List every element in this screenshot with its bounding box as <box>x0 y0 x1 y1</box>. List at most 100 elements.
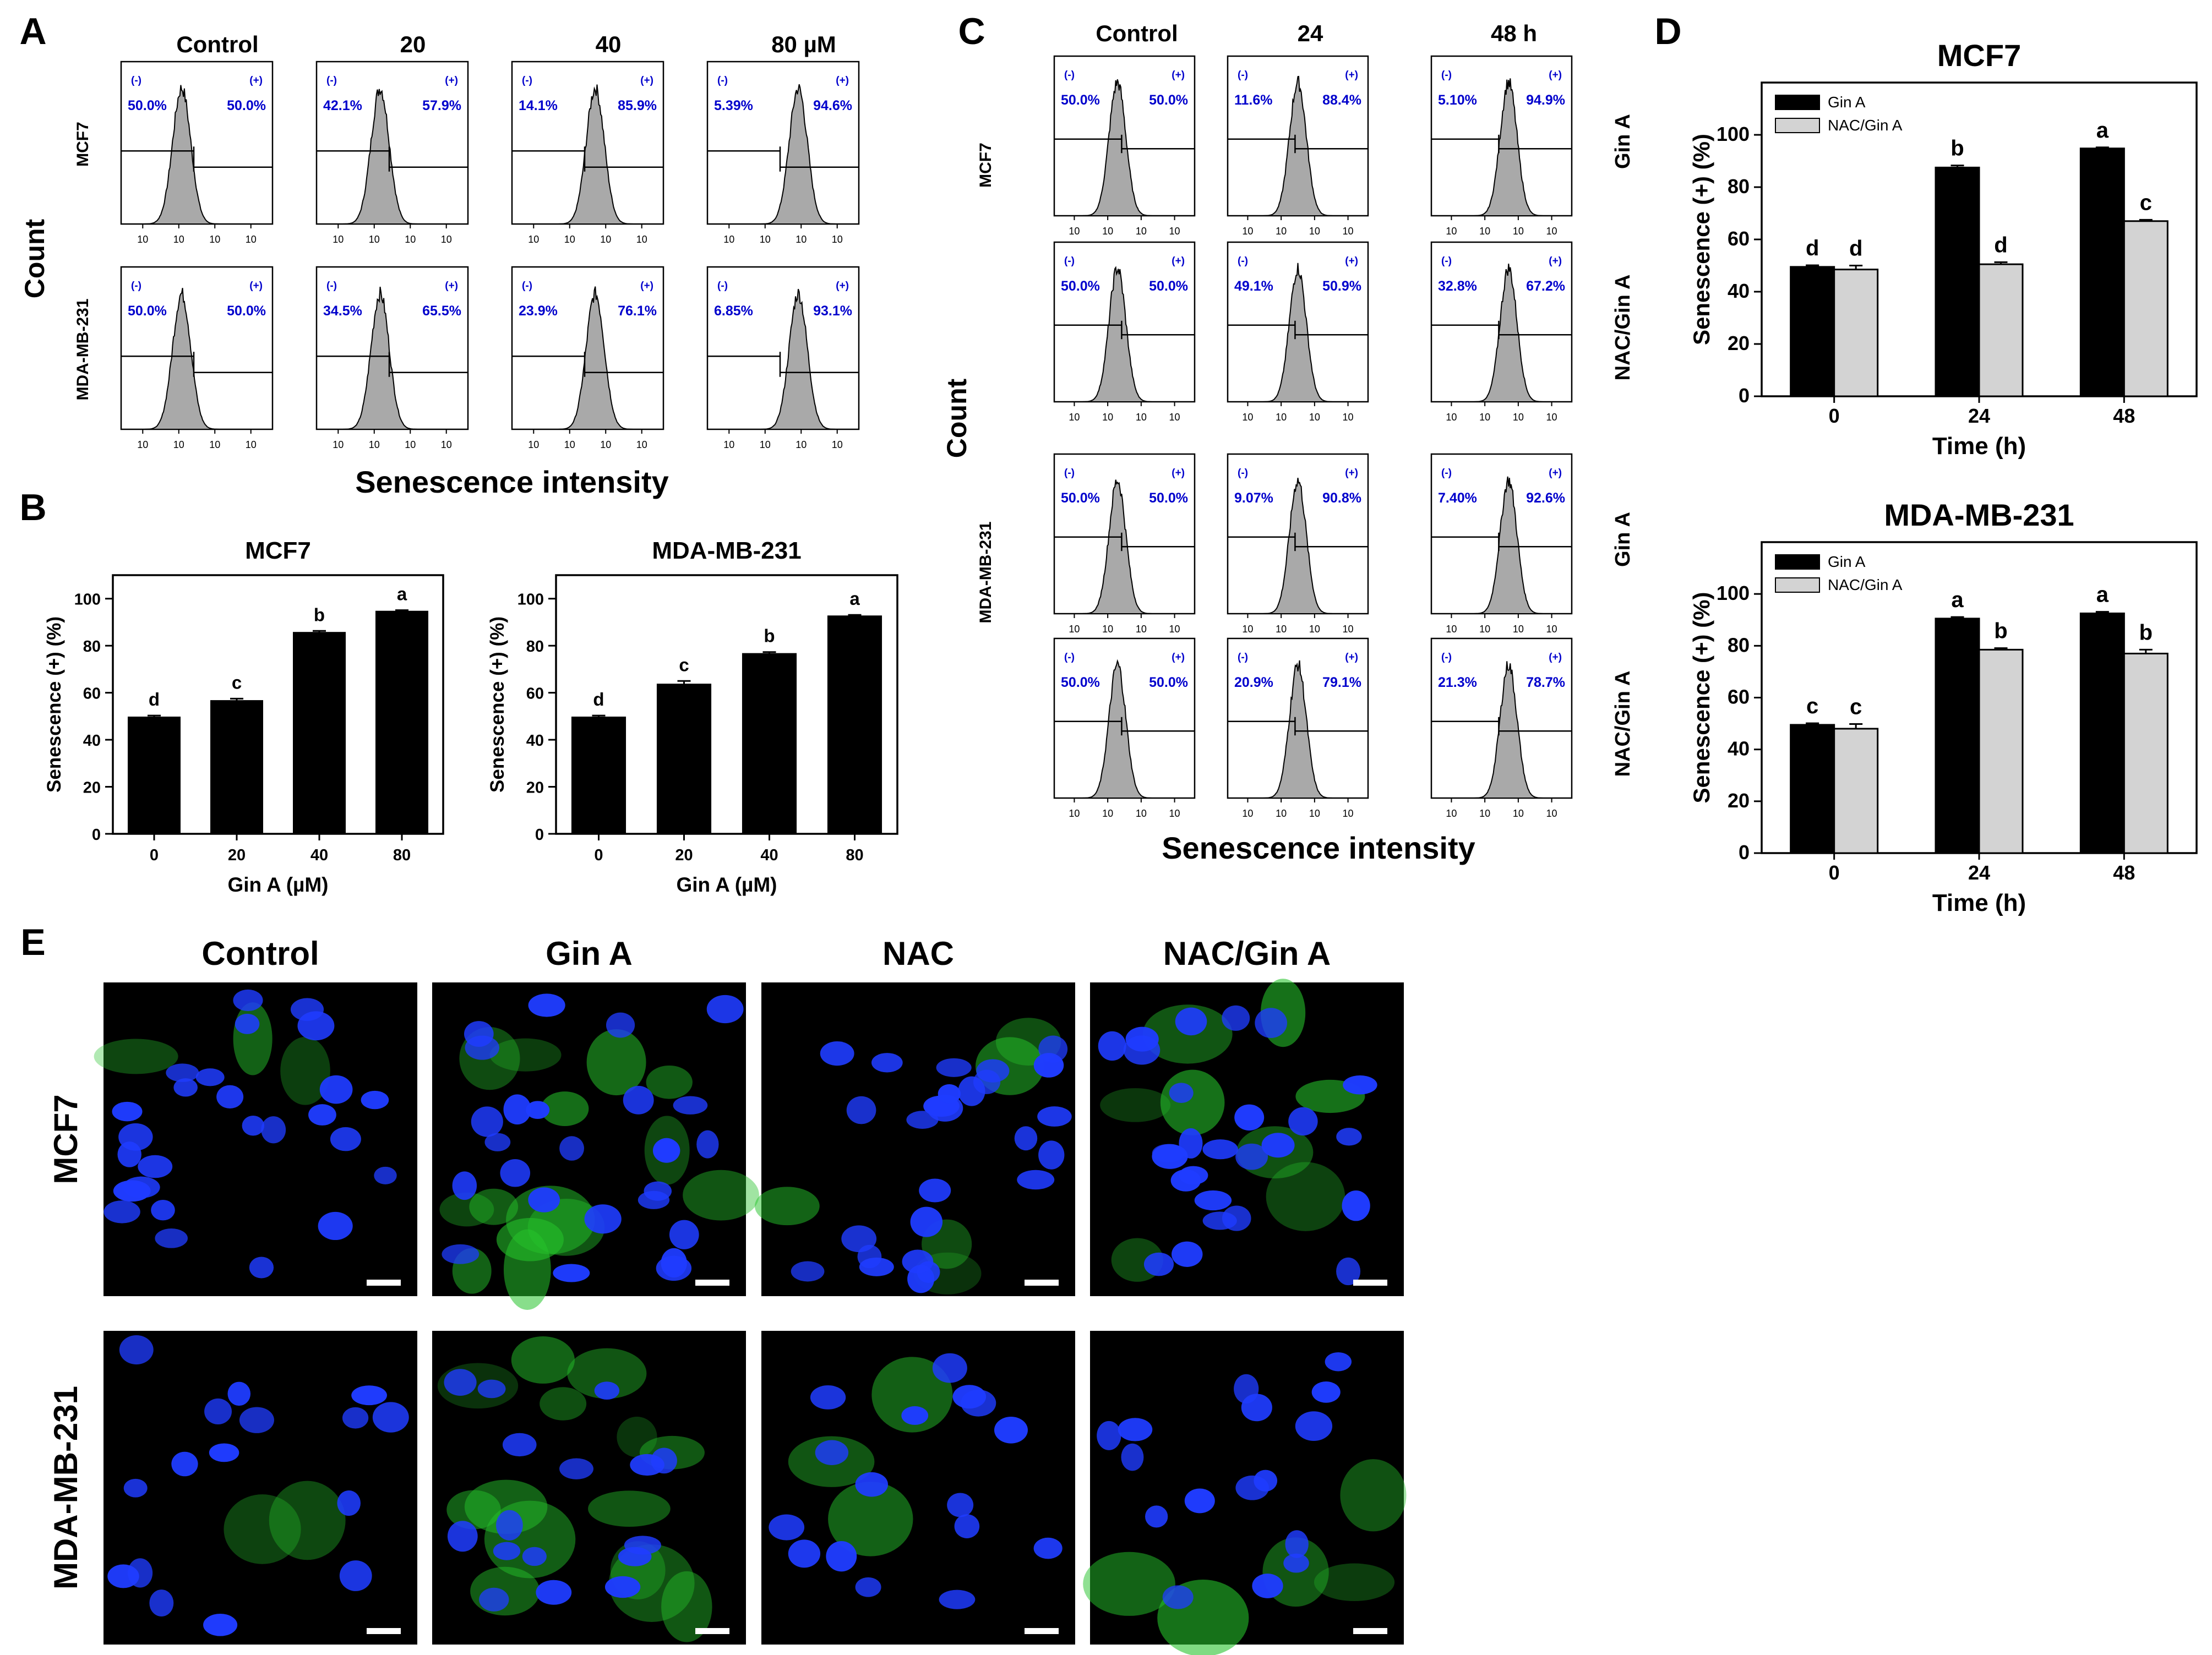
legend-swatch <box>1775 118 1820 133</box>
scale-bar <box>1353 1280 1387 1286</box>
nucleus <box>1222 1005 1250 1031</box>
gate-neg-value: 32.8% <box>1438 278 1477 294</box>
cytoplasm-stain <box>1340 1459 1407 1532</box>
significance-letter: c <box>1806 694 1818 718</box>
gate-neg-value: 9.07% <box>1234 490 1273 506</box>
x-tick-label: 10 <box>1309 808 1320 819</box>
y-tick-label: 80 <box>83 638 101 656</box>
plot-frame <box>555 574 898 835</box>
gate-pos-label: (+) <box>1345 255 1358 267</box>
x-tick-label: 10 <box>1546 808 1557 819</box>
bar-chart: MDA-MB-231 0 20 40 60 80 100 Senescence (+) (%)… <box>487 537 898 896</box>
nucleus <box>227 1381 251 1406</box>
bar <box>1790 266 1835 397</box>
scale-bar <box>367 1628 401 1634</box>
histogram-peak <box>1082 266 1152 402</box>
gate-neg-value: 5.10% <box>1438 92 1477 108</box>
histogram-peak <box>1082 79 1152 216</box>
gate-pos-label: (+) <box>640 75 653 86</box>
x-tick-label: 10 <box>369 439 380 450</box>
x-tick-label: 10 <box>832 439 843 450</box>
nucleus <box>1202 1211 1237 1230</box>
nucleus <box>1234 1374 1259 1404</box>
nucleus <box>902 1249 934 1274</box>
nucleus <box>855 1472 889 1497</box>
histogram-peak <box>1474 263 1544 402</box>
chart-title: MCF7 <box>245 537 311 564</box>
panel-c-histogram: 10 10 10 10 (-) (+) 20.9% 79.1% <box>1227 637 1369 819</box>
nucleus <box>203 1614 238 1636</box>
gate-neg-label: (-) <box>1441 467 1452 479</box>
cytoplasm-stain <box>617 1417 657 1457</box>
y-tick-label: 80 <box>526 638 544 656</box>
gate-neg-label: (-) <box>1064 652 1075 663</box>
nucleus <box>155 1228 188 1248</box>
x-tick-label: 10 <box>1276 808 1287 819</box>
panel-c-y-label: Count <box>941 378 972 458</box>
gate-pos-value: 50.0% <box>1149 675 1188 690</box>
gate-neg-label: (-) <box>131 280 141 292</box>
gate-neg-label: (-) <box>1441 652 1452 663</box>
nucleus <box>630 1454 664 1476</box>
bar-chart: MCF7 0 20 40 60 80 100 Senescence (+) (%) Gin A … <box>43 537 444 896</box>
bar <box>571 717 626 835</box>
gate-neg-value: 50.0% <box>1061 675 1100 690</box>
gate-neg-label: (-) <box>522 75 532 86</box>
legend-label: NAC/Gin A <box>1828 576 1903 593</box>
nucleus <box>361 1090 389 1110</box>
y-tick-label: 20 <box>1728 789 1750 812</box>
panel-e-row-label: MDA-MB-231 <box>47 1386 84 1590</box>
x-tick-label: 48 <box>2113 861 2135 884</box>
gate-neg-label: (-) <box>1441 255 1452 267</box>
gate-pos-value: 78.7% <box>1526 675 1565 690</box>
panel-letter-C: C <box>958 10 985 52</box>
significance-letter: b <box>2139 620 2153 644</box>
nucleus <box>820 1041 854 1066</box>
scale-bar <box>1353 1628 1387 1634</box>
x-tick-label: 10 <box>1136 808 1147 819</box>
x-tick-label: 10 <box>1102 226 1113 237</box>
panel-a-histogram: 10 10 10 10 (-) (+) 34.5% 65.5% <box>315 266 469 450</box>
panel-a-row-label: MDA-MB-231 <box>74 298 92 400</box>
nucleus <box>1118 1418 1153 1441</box>
gate-neg-label: (-) <box>1238 467 1248 479</box>
significance-letter: d <box>1994 233 2007 257</box>
micrograph <box>432 982 759 1310</box>
x-tick-label: 10 <box>405 439 416 450</box>
x-tick-label: 10 <box>1513 624 1524 635</box>
y-tick-label: 0 <box>92 826 101 844</box>
histogram-peak <box>761 288 835 430</box>
nucleus <box>1343 1075 1377 1095</box>
nucleus <box>442 1244 480 1264</box>
panel-c-row-group: MDA-MB-231 <box>977 521 995 623</box>
cytoplasm-stain <box>269 1481 346 1560</box>
gate-pos-label: (+) <box>640 280 653 292</box>
bar <box>1790 724 1835 854</box>
x-tick-label: 10 <box>1446 808 1457 819</box>
x-tick-label: 10 <box>796 439 807 450</box>
nucleus <box>624 1536 661 1555</box>
y-tick-label: 40 <box>526 732 544 750</box>
panel-c-row-treatment: NAC/Gin A <box>1611 275 1635 381</box>
x-tick-label: 10 <box>1069 808 1080 819</box>
panel-a-histogram: 10 10 10 10 (-) (+) 5.39% 94.6% <box>706 61 860 245</box>
bar <box>2123 220 2169 397</box>
nucleus <box>1017 1170 1055 1190</box>
cytoplasm-stain <box>540 1387 587 1421</box>
gate-neg-value: 6.85% <box>714 303 753 319</box>
nucleus <box>484 1133 511 1151</box>
x-tick-label: 10 <box>333 439 344 450</box>
gate-pos-value: 50.0% <box>1149 278 1188 294</box>
gate-pos-value: 50.0% <box>227 303 266 319</box>
nucleus <box>1097 1421 1121 1450</box>
nucleus <box>976 1059 1010 1083</box>
cytoplasm-stain <box>683 1170 759 1221</box>
nucleus <box>242 1115 265 1136</box>
gate-neg-value: 20.9% <box>1234 675 1273 690</box>
nucleus <box>910 1206 943 1237</box>
x-tick-label: 10 <box>1069 226 1080 237</box>
histogram-peak <box>1263 263 1332 402</box>
nucleus <box>471 1106 503 1137</box>
significance-letter: d <box>593 689 604 709</box>
gate-pos-value: 85.9% <box>618 98 657 113</box>
